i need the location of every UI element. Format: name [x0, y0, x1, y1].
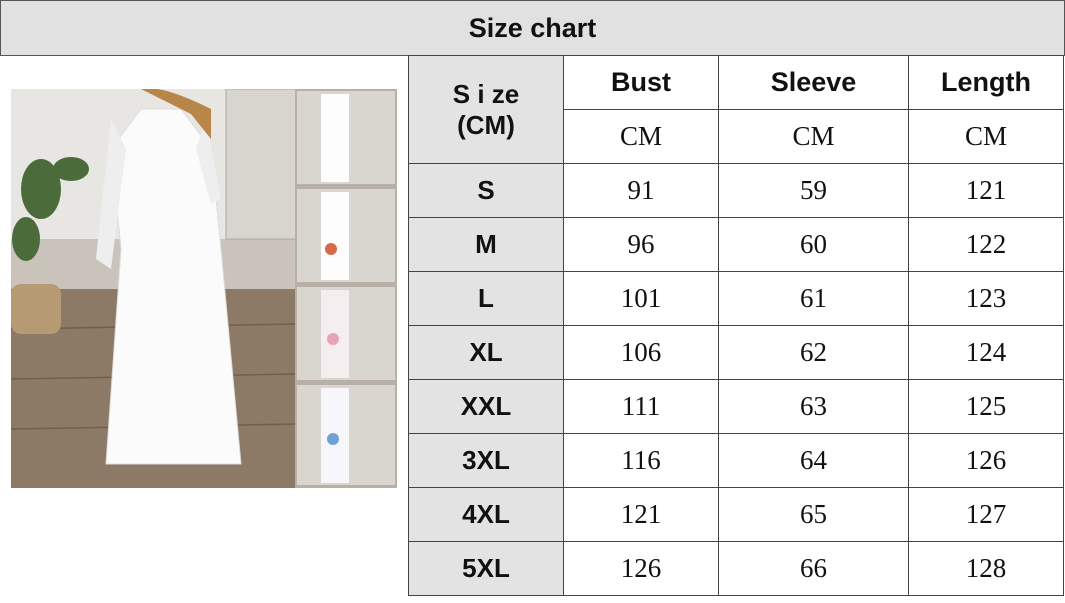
unit-cell: CM [908, 109, 1064, 164]
table-row: 4XL 121 65 127 [408, 487, 1064, 542]
size-header-label: S i ze [452, 78, 520, 109]
value-cell: 96 [563, 217, 719, 272]
value-cell: 124 [908, 325, 1064, 380]
value-cell: 62 [718, 325, 909, 380]
table-row: S 91 59 121 [408, 163, 1064, 218]
value-cell: 101 [563, 271, 719, 326]
value-cell: 65 [718, 487, 909, 542]
value-cell: 59 [718, 163, 909, 218]
size-header-unit: (CM) [457, 109, 515, 140]
column-header-sleeve: Sleeve [718, 55, 909, 110]
column-header-bust: Bust [563, 55, 719, 110]
value-cell: 60 [718, 217, 909, 272]
product-photo [11, 89, 397, 488]
value-cell: 121 [563, 487, 719, 542]
value-cell: 125 [908, 379, 1064, 434]
value-cell: 127 [908, 487, 1064, 542]
size-cell: 3XL [408, 433, 564, 488]
value-cell: 122 [908, 217, 1064, 272]
value-cell: 111 [563, 379, 719, 434]
size-table: S i ze (CM) Bust Sleeve Length CM CM CM … [408, 55, 1064, 596]
size-cell: XL [408, 325, 564, 380]
table-row: M 96 60 122 [408, 217, 1064, 272]
column-header-length: Length [908, 55, 1064, 110]
value-cell: 121 [908, 163, 1064, 218]
size-cell: M [408, 217, 564, 272]
value-cell: 106 [563, 325, 719, 380]
value-cell: 126 [563, 541, 719, 596]
size-cell: XXL [408, 379, 564, 434]
value-cell: 63 [718, 379, 909, 434]
size-cell: S [408, 163, 564, 218]
value-cell: 126 [908, 433, 1064, 488]
value-cell: 64 [718, 433, 909, 488]
unit-cell: CM [563, 109, 719, 164]
size-cell: 4XL [408, 487, 564, 542]
unit-cell: CM [718, 109, 909, 164]
size-header-cell: S i ze (CM) [408, 55, 564, 164]
value-cell: 66 [718, 541, 909, 596]
table-row: L 101 61 123 [408, 271, 1064, 326]
value-cell: 116 [563, 433, 719, 488]
value-cell: 128 [908, 541, 1064, 596]
size-chart-title: Size chart [0, 0, 1065, 56]
size-cell: 5XL [408, 541, 564, 596]
value-cell: 91 [563, 163, 719, 218]
size-cell: L [408, 271, 564, 326]
table-row: 5XL 126 66 128 [408, 541, 1064, 596]
table-row: XXL 111 63 125 [408, 379, 1064, 434]
table-row: XL 106 62 124 [408, 325, 1064, 380]
value-cell: 61 [718, 271, 909, 326]
value-cell: 123 [908, 271, 1064, 326]
table-row: 3XL 116 64 126 [408, 433, 1064, 488]
